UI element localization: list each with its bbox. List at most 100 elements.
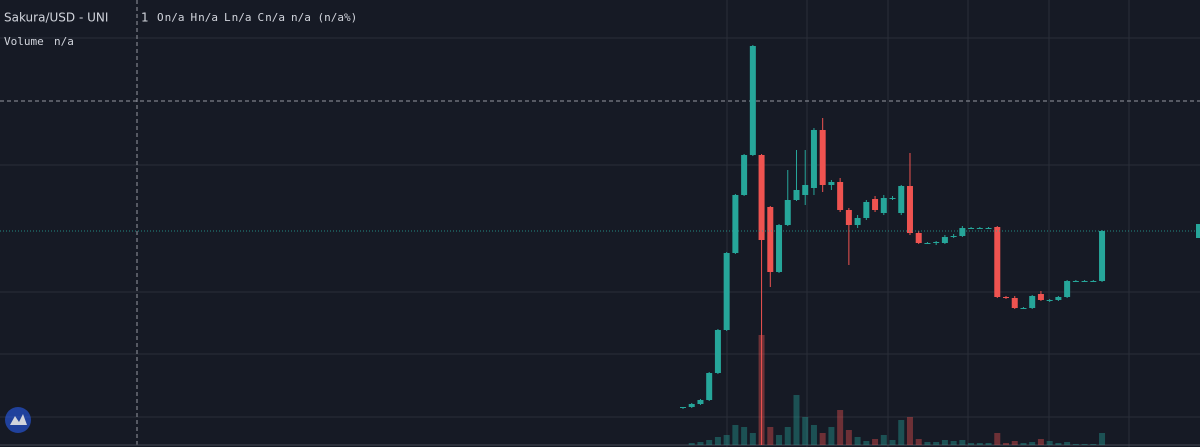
candle-body (889, 198, 896, 199)
candle-body (784, 200, 791, 225)
volume-bar (793, 395, 800, 445)
volume-label: Volume (4, 35, 44, 48)
candle-body (819, 130, 826, 185)
volume-bar (819, 433, 826, 445)
candle-body (985, 228, 992, 229)
candle-body (845, 210, 852, 225)
candle-body (994, 227, 1001, 297)
candle-body (924, 243, 931, 244)
candle-body (915, 233, 922, 243)
volume-bar (941, 440, 948, 445)
candle-body (933, 242, 940, 243)
logo[interactable] (5, 407, 31, 433)
volume-bar (845, 430, 852, 445)
last-price-marker (1196, 224, 1200, 238)
volume-bar (985, 443, 992, 445)
candle-body (749, 46, 756, 155)
logo-circle[interactable] (5, 407, 31, 433)
ohlc-value: n/a (198, 11, 218, 24)
volume-bar (810, 425, 817, 445)
change: n/a (n/a%) (291, 11, 357, 24)
ohlc-label: H (191, 11, 198, 24)
volume-bar (854, 437, 861, 445)
candle-body (837, 182, 844, 210)
candle-body (741, 155, 748, 195)
candle-body (758, 155, 765, 240)
volume-bar (906, 417, 913, 445)
volume-bar (924, 442, 931, 445)
candle-body (1046, 300, 1053, 301)
volume-bar (723, 435, 730, 445)
logo-icon (10, 414, 27, 425)
volume-bar (1064, 442, 1071, 445)
candle-body (880, 198, 887, 213)
volume-bar (837, 410, 844, 445)
volume-bar (1090, 444, 1097, 445)
candle-body (854, 218, 861, 225)
volume-bar (1029, 442, 1036, 445)
candle-body (906, 186, 913, 233)
candle-body (723, 253, 730, 330)
ohlc-label: L (224, 11, 231, 24)
volume-bar (976, 443, 983, 445)
volume-bar (889, 440, 896, 445)
volume-bar (1081, 444, 1088, 445)
volume-bar (1037, 439, 1044, 445)
volume-bar (863, 441, 870, 445)
candle-body (976, 228, 983, 229)
candle-body (688, 404, 695, 407)
volume-bar (968, 443, 975, 445)
candle-body (959, 228, 966, 236)
volume-bar (749, 433, 756, 445)
volume-bar (1011, 441, 1018, 445)
candle-body (1003, 297, 1010, 298)
volume-bar (697, 442, 704, 445)
candle-body (863, 202, 870, 218)
volume-bar (959, 440, 966, 445)
volume-bar (741, 427, 748, 445)
candle-body (1029, 296, 1036, 308)
candle-body (898, 186, 905, 213)
volume-bar (950, 441, 957, 445)
volume-bar (933, 442, 940, 445)
candle-body (1011, 298, 1018, 308)
candle-body (767, 207, 774, 272)
volume-bar (767, 427, 774, 445)
candle-body (968, 228, 975, 229)
volume-bar (872, 439, 879, 445)
interval: 1 (141, 11, 149, 25)
volume-bar (915, 439, 922, 445)
candle-body (1064, 281, 1071, 297)
volume-bar (828, 427, 835, 445)
volume-bar (802, 417, 809, 445)
volume-bar (1003, 443, 1010, 445)
ohlc-label: O (157, 11, 164, 24)
candle-body (1072, 281, 1079, 282)
volume-bar (1099, 433, 1106, 445)
candle-body (941, 237, 948, 243)
candle-body (732, 195, 739, 253)
candle-body (714, 330, 721, 373)
ohlc-value: n/a (265, 11, 285, 24)
symbol-title: Sakura/USD - UNI (4, 11, 108, 25)
volume-bar (706, 440, 713, 445)
candle-body (1037, 294, 1044, 300)
candle-body (828, 182, 835, 185)
candle-body (810, 130, 817, 188)
candle-body (680, 407, 686, 408)
candle-body (1081, 281, 1088, 282)
ohlc-label: C (258, 11, 265, 24)
volume-bar (1046, 441, 1053, 445)
volume-bar (898, 420, 905, 445)
candle-body (1099, 231, 1106, 281)
candle-body (793, 190, 800, 200)
volume-bar (688, 443, 695, 445)
volume-bar (880, 435, 887, 445)
candle-body (706, 373, 713, 400)
volume-value: n/a (54, 35, 74, 48)
volume-bar (714, 437, 721, 445)
